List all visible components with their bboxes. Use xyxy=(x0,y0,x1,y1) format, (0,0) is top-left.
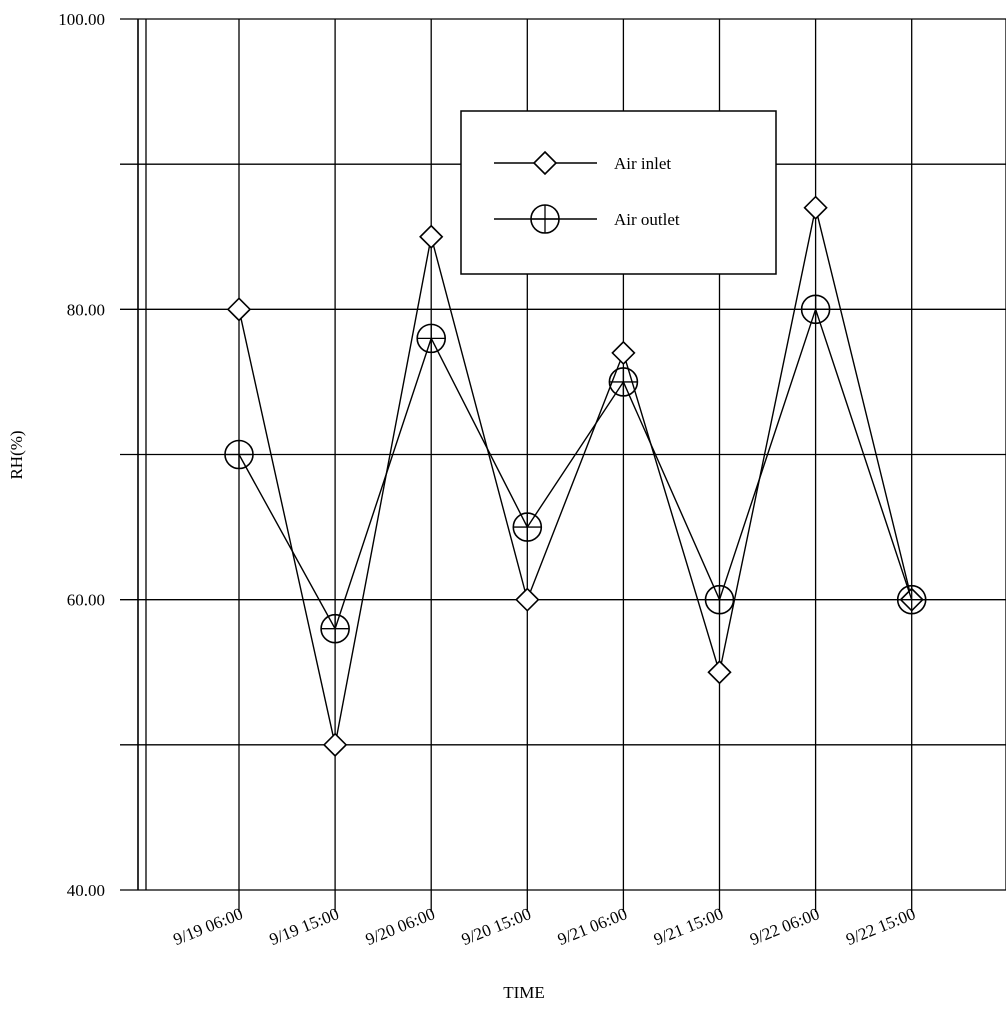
data-point xyxy=(608,367,639,397)
data-point xyxy=(515,587,540,612)
data-point xyxy=(896,584,927,615)
x-tick-label: 9/20 06:00 xyxy=(363,904,438,949)
series-air-inlet xyxy=(226,195,924,757)
x-tick-labels: 9/19 06:00 9/19 15:00 9/20 06:00 9/20 15:00… xyxy=(171,904,919,949)
data-point xyxy=(611,340,636,366)
x-axis-label: TIME xyxy=(503,983,545,1002)
y-tick-label: 80.00 xyxy=(67,300,105,319)
x-tick-label: 9/22 06:00 xyxy=(747,904,822,949)
data-point xyxy=(320,613,350,644)
x-tick-label: 9/19 15:00 xyxy=(267,904,342,949)
data-point xyxy=(512,512,543,542)
series-line xyxy=(238,207,913,745)
data-point xyxy=(800,294,831,325)
y-axis-label: RH(%) xyxy=(7,430,26,479)
data-point xyxy=(704,584,735,615)
x-tick-label: 9/19 06:00 xyxy=(171,904,246,949)
series-line xyxy=(238,307,913,631)
y-tick-label: 60.00 xyxy=(67,591,105,610)
data-point xyxy=(322,732,348,757)
data-point xyxy=(419,224,444,249)
y-tick-label: 40.00 xyxy=(67,881,105,900)
series-air-outlet xyxy=(224,294,927,644)
legend-label: Air outlet xyxy=(614,210,680,229)
x-tick-label: 9/20 15:00 xyxy=(459,904,534,949)
legend: Air inlet Air outlet xyxy=(460,110,777,275)
series xyxy=(224,195,927,757)
x-tick-label: 9/22 15:00 xyxy=(843,904,918,949)
legend-circle-marker xyxy=(530,204,560,234)
legend-box xyxy=(460,110,777,275)
data-point xyxy=(226,297,252,322)
x-tick-label: 9/21 15:00 xyxy=(651,904,726,949)
y-tick-label: 100.00 xyxy=(58,10,105,29)
data-point xyxy=(803,195,828,220)
y-tick-labels: 40.00 60.00 80.00 100.00 xyxy=(58,10,105,900)
x-tick-label: 9/21 06:00 xyxy=(555,904,630,949)
data-point xyxy=(416,323,447,354)
legend-diamond-marker xyxy=(532,150,558,176)
data-point xyxy=(224,439,254,470)
data-point xyxy=(707,660,732,685)
legend-label: Air inlet xyxy=(614,154,671,173)
